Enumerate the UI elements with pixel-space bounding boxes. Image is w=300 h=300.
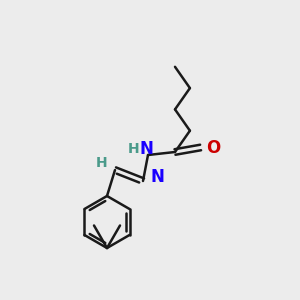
Text: H: H <box>128 142 140 156</box>
Text: O: O <box>207 140 221 158</box>
Text: N: N <box>151 168 165 186</box>
Text: H: H <box>95 156 107 170</box>
Text: N: N <box>139 140 153 158</box>
